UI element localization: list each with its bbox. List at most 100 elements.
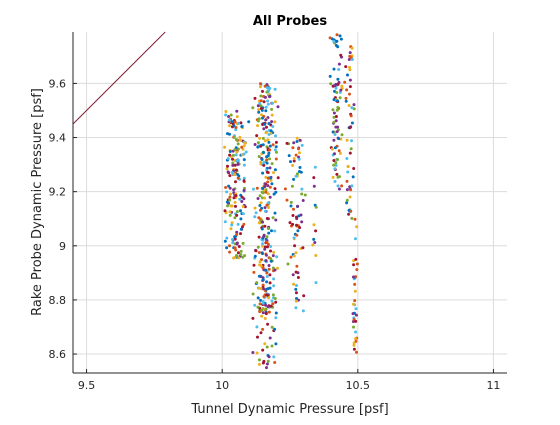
data-point [314,281,318,285]
data-point [274,342,278,346]
data-point [236,173,240,176]
data-point [328,74,332,78]
data-point [265,155,269,159]
data-point [224,186,228,189]
data-point [258,85,262,89]
data-point [347,58,351,61]
data-point [348,68,352,72]
data-point [266,201,270,205]
data-point [258,263,262,267]
data-point [298,226,302,230]
data-point [349,147,353,151]
data-point [240,145,244,149]
data-point [264,105,268,109]
data-point [301,309,305,313]
data-point [271,302,275,306]
data-point [228,195,232,199]
data-point [235,150,239,154]
data-point [333,152,336,156]
data-point [268,185,272,189]
data-point [311,243,315,247]
data-point [292,157,296,160]
data-point [261,242,264,246]
data-point [292,236,296,240]
data-point [273,87,277,91]
data-point [291,146,295,150]
data-point [234,180,237,184]
data-point [350,46,354,50]
data-point [351,175,355,179]
data-point [330,147,334,151]
data-point [289,255,293,259]
data-point [265,345,269,349]
data-point [239,121,243,125]
data-point [352,343,356,347]
data-point [264,259,268,263]
data-point [335,99,339,103]
data-point [289,204,293,208]
data-point [264,109,268,113]
data-point [263,317,267,320]
data-point [354,330,358,334]
data-point [268,144,272,148]
data-point [231,163,235,167]
data-point [255,325,259,329]
data-point [265,280,269,284]
data-point [334,161,338,165]
data-point [242,179,246,183]
data-point [261,301,265,305]
data-point [256,141,260,145]
data-point [352,317,356,321]
data-point [242,163,246,167]
data-point [229,113,233,117]
data-point [270,344,274,348]
data-point [354,237,357,241]
data-point [333,133,337,136]
data-point [256,305,260,309]
data-point [258,101,262,105]
data-point [241,225,244,229]
data-point [332,111,336,115]
data-point [259,331,263,335]
data-point [285,198,289,202]
data-point [263,84,267,88]
data-point [265,125,268,129]
data-point [236,251,240,255]
data-point [345,188,349,192]
data-point [264,307,268,311]
data-point [350,58,354,61]
data-point [345,201,349,205]
data-point [297,147,300,151]
data-point [273,120,277,124]
data-point [235,210,239,214]
data-point [257,362,261,366]
data-point [227,118,231,122]
x-tick-label: 11 [486,379,500,392]
data-point [329,82,333,86]
data-point [270,182,274,186]
y-tick-label: 9.2 [49,186,67,199]
data-point [223,209,227,213]
data-point [239,232,242,236]
data-point [257,108,261,112]
data-point [295,215,298,219]
data-point [340,133,344,137]
data-point [257,358,261,362]
data-point [228,124,232,128]
data-point [263,182,267,186]
data-point [350,216,354,220]
data-point [262,161,266,164]
data-point [274,316,278,320]
data-point [268,95,271,99]
data-point [345,198,349,202]
data-point [337,149,341,153]
data-point [263,209,267,213]
data-point [344,99,348,103]
data-point [312,237,316,241]
data-point [296,204,300,208]
data-point [291,273,295,277]
data-point [276,176,280,180]
data-point [232,135,236,139]
data-point [273,148,277,152]
